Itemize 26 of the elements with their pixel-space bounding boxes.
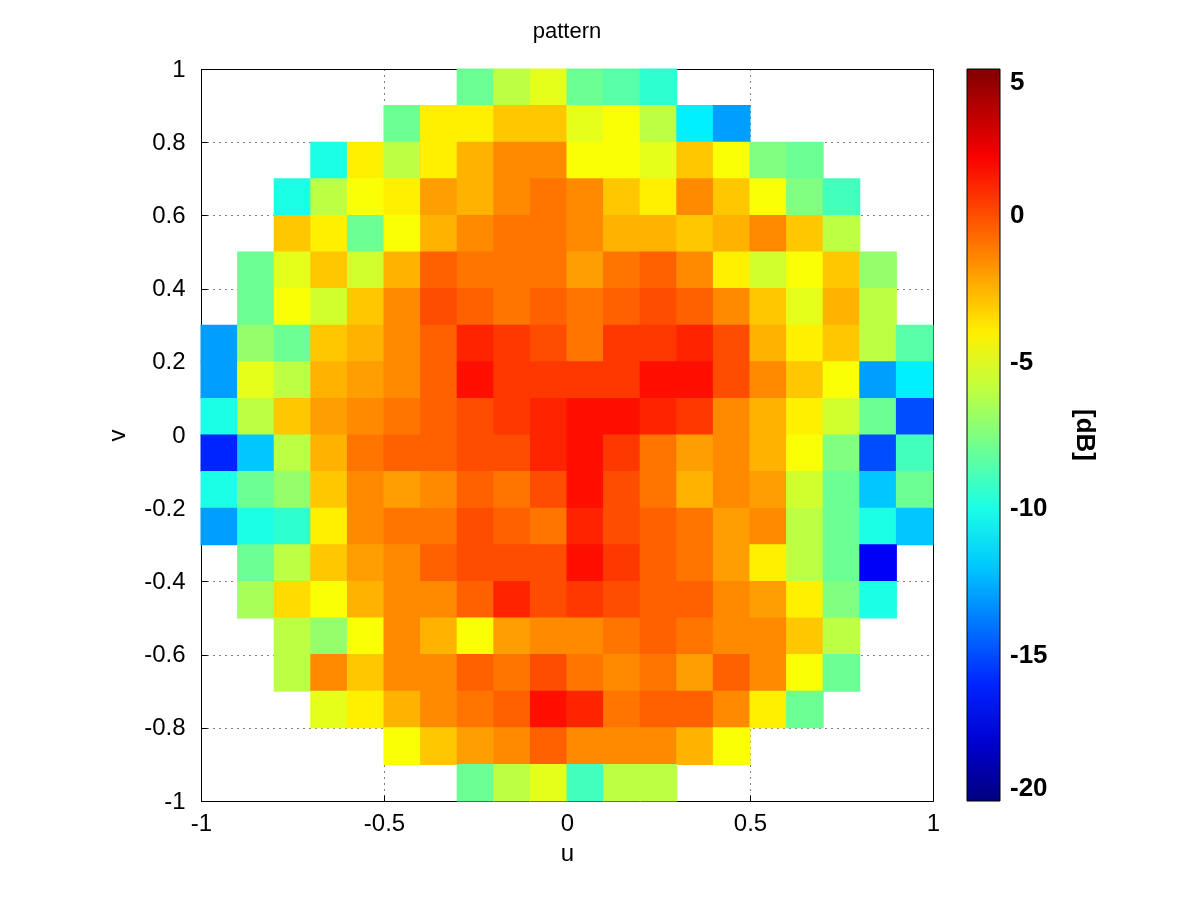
y-tick-label: -1	[164, 786, 186, 814]
y-tick-label: 0.8	[152, 127, 186, 155]
chart-title: pattern	[532, 18, 602, 43]
y-tick-label: -0.6	[144, 640, 186, 668]
y-tick-label: 0.4	[152, 274, 186, 302]
y-tick-label: -0.2	[144, 493, 186, 521]
x-tick-label: -0.5	[363, 808, 406, 836]
x-tick-label: 1	[926, 808, 941, 836]
color-bar-label: 5	[1010, 66, 1025, 96]
color-bar-label: -20	[1010, 772, 1048, 802]
color-bar-label: -10	[1010, 492, 1048, 523]
color-bar-title: [dB]	[1071, 409, 1101, 461]
x-tick-label: 0.5	[733, 808, 768, 836]
y-tick-label: 0.6	[152, 200, 186, 228]
y-tick-label: 1	[172, 54, 186, 82]
x-tick-label: 0	[560, 808, 575, 836]
y-axis-title: v	[103, 429, 131, 442]
y-tick-label: 0.2	[152, 347, 186, 375]
x-axis-title: u	[560, 838, 575, 866]
y-tick-label: 0	[172, 420, 186, 448]
x-tick-label: -1	[190, 808, 213, 836]
y-tick-label: -0.4	[144, 566, 186, 594]
color-bar-label: -5	[1010, 345, 1034, 376]
y-tick-label: -0.8	[144, 713, 186, 741]
color-bar-label: -15	[1010, 638, 1048, 669]
color-bar-label: 0	[1010, 199, 1025, 230]
